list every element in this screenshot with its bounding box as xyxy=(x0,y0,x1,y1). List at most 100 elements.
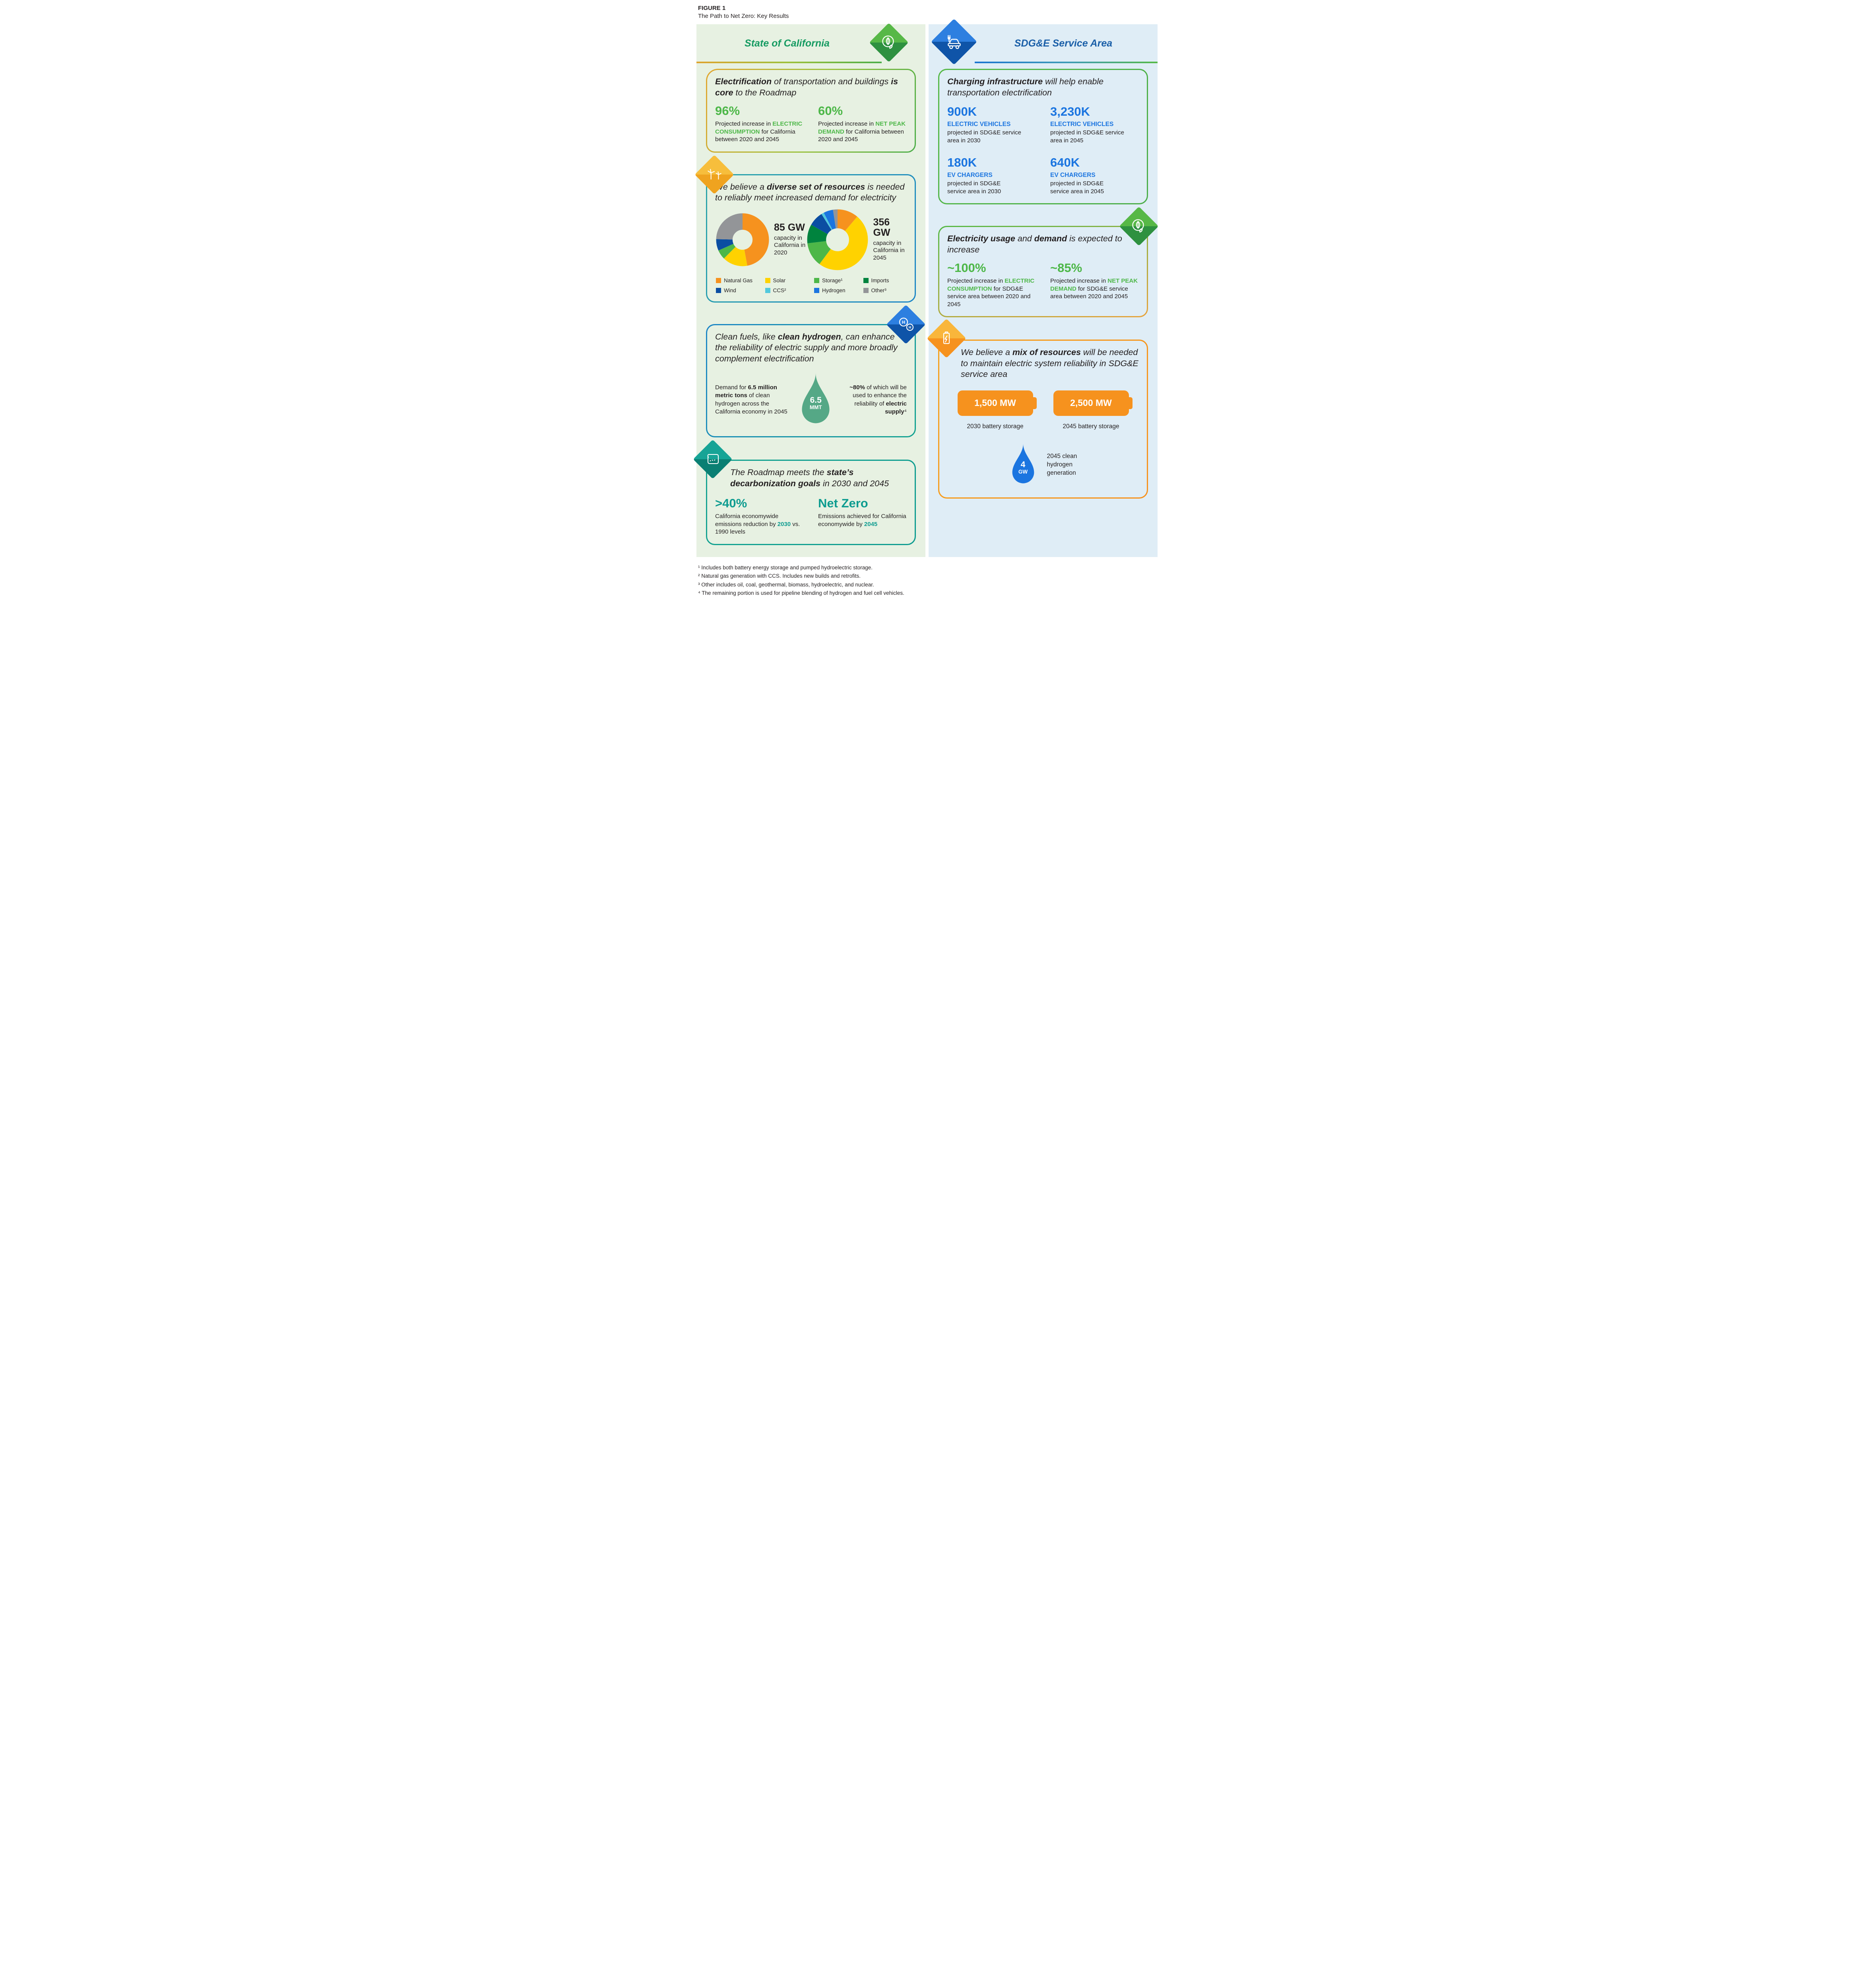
panels: State of California Electrification of t… xyxy=(693,19,1159,557)
text-segment: Projected increase in xyxy=(715,120,773,128)
battery-storage-row: 1,500 MW 2030 battery storage 2,500 MW 2… xyxy=(947,390,1139,430)
stat-desc: Projected increase in ELECTRIC CONSUMPTI… xyxy=(715,120,804,144)
legend-item: CCS² xyxy=(765,287,808,293)
leaf-icon xyxy=(1132,219,1144,233)
legend-swatch-icon xyxy=(765,278,770,283)
sdge-header-line xyxy=(975,62,1158,63)
text-segment: for California between 2020 and 2045 xyxy=(715,128,795,143)
sdge-header: SDG&E Service Area xyxy=(931,19,1158,65)
text-segment: clean hydrogen xyxy=(778,332,841,342)
text-segment: NET PEAK DEMAND xyxy=(1050,278,1138,292)
donut-caption: capacity in California in 2020 xyxy=(774,234,806,256)
text-segment: NET PEAK DEMAND xyxy=(818,120,906,135)
text-segment: Electrification xyxy=(715,77,772,86)
text-segment: for California between 2020 and 2045 xyxy=(818,128,904,143)
roadmap-heading: The Roadmap meets the state’s decarboniz… xyxy=(730,467,904,489)
stat-net-peak-demand: 60% Projected increase in NET PEAK DEMAN… xyxy=(818,105,907,144)
legend-item: Solar xyxy=(765,278,808,283)
text-segment: of clean hydrogen across the California … xyxy=(715,392,787,415)
text-segment: is core xyxy=(715,77,898,97)
legend-swatch-icon xyxy=(765,287,770,293)
stat-value: ~85% xyxy=(1050,261,1082,275)
text-segment: 2045 xyxy=(864,520,878,528)
legend-swatch-icon xyxy=(863,287,869,293)
donut-2020-labels: 85 GW capacity in California in 2020 xyxy=(774,222,807,257)
stat-label: ELECTRIC VEHICLES xyxy=(947,121,1011,128)
hydrogen-demand-text: Demand for 6.5 million metric tons of cl… xyxy=(715,384,789,416)
stat-value: 60% xyxy=(818,104,843,118)
roadmap-stats: >40% California economywide emissions re… xyxy=(715,497,907,536)
stat-label: ELECTRIC VEHICLES xyxy=(1050,121,1114,128)
clean-fuels-heading: Clean fuels, like clean hydrogen, can en… xyxy=(715,332,907,365)
battery-diamond xyxy=(927,318,966,358)
section-charging: Charging infrastructure will help enable… xyxy=(938,69,1148,204)
mix-heading: We believe a mix of resources will be ne… xyxy=(961,347,1139,380)
stat-emissions-reduction: >40% California economywide emissions re… xyxy=(715,497,804,536)
hydrogen-demand-row: Demand for 6.5 million metric tons of cl… xyxy=(715,371,907,428)
california-header-line xyxy=(696,62,882,63)
stat-value: 900K xyxy=(947,105,977,119)
donut-slice-other xyxy=(716,213,769,266)
text-segment: The Roadmap meets the xyxy=(730,468,827,478)
sdge-title: SDG&E Service Area xyxy=(1014,37,1113,49)
donut-slice-wind xyxy=(716,213,769,266)
leaf-icon xyxy=(882,35,894,49)
stat-label: EV CHARGERS xyxy=(1050,172,1096,179)
donut-value: 356 GW xyxy=(873,217,890,239)
hydrogen-droplet: 6.5 MMT xyxy=(797,371,835,428)
battery-2045-value: 2,500 MW xyxy=(1053,390,1129,416)
hydrogen-molecules-icon: H H xyxy=(899,317,914,331)
stat-value: 3,230K xyxy=(1050,105,1090,119)
droplet-icon xyxy=(1012,443,1034,483)
donut-2045-block: 356 GW capacity in California in 2045 xyxy=(807,209,906,270)
wind-diamond xyxy=(694,155,734,194)
donut-2020-block: 85 GW capacity in California in 2020 xyxy=(716,213,807,266)
roadmap-scroll-icon xyxy=(707,454,719,464)
section-resources: We believe a diverse set of resources is… xyxy=(694,155,916,303)
droplet-unit: MMT xyxy=(809,404,822,411)
battery-icon xyxy=(943,331,950,344)
droplet-value: 4 xyxy=(1020,460,1026,470)
battery-2030-block: 1,500 MW 2030 battery storage xyxy=(957,390,1033,430)
text-segment: Projected increase in xyxy=(947,278,1005,285)
donut-chart-2020 xyxy=(716,213,769,266)
text-segment: 2030 xyxy=(777,520,791,528)
california-header: State of California xyxy=(696,23,916,63)
text-segment: electric supply xyxy=(885,400,907,415)
sdge-panel: SDG&E Service Area Charging infrastructu… xyxy=(927,19,1159,557)
stat-desc: projected in SDG&E service area in 2030 xyxy=(947,180,1001,195)
legend-swatch-icon xyxy=(863,278,869,283)
stat-value: ~100% xyxy=(947,261,986,275)
text-segment: of which will be used to enhance the rel… xyxy=(853,384,907,407)
ev-diamond xyxy=(931,19,977,65)
text-segment: Projected increase in xyxy=(818,120,876,128)
section-clean-fuels: H H Clean fuels, like clean hydrogen, ca… xyxy=(706,305,926,438)
stat-chargers-2030: 180K EV CHARGERS projected in SDG&E serv… xyxy=(947,156,1036,195)
stat-ev-2030: 900K ELECTRIC VEHICLES projected in SDG&… xyxy=(947,105,1036,144)
legend-swatch-icon xyxy=(814,278,819,283)
battery-2030-caption: 2030 battery storage xyxy=(967,423,1024,430)
infographic-page: FIGURE 1 The Path to Net Zero: Key Resul… xyxy=(693,0,1159,606)
text-segment: demand xyxy=(1034,234,1067,244)
text-segment: Charging infrastructure xyxy=(947,77,1043,86)
clean-hydrogen-row: 4 GW 2045 clean hydrogen generation xyxy=(947,442,1139,488)
battery-2045-caption: 2045 battery storage xyxy=(1063,423,1119,430)
california-title: State of California xyxy=(745,37,830,49)
wind-turbine-icon xyxy=(708,169,721,180)
donut-charts: 85 GW capacity in California in 2020 356… xyxy=(715,209,907,270)
battery-2045-block: 2,500 MW 2045 battery storage xyxy=(1053,390,1129,430)
text-segment: ~80% xyxy=(849,384,865,391)
stat-desc: California economywide emissions reducti… xyxy=(715,513,804,536)
droplet-value: 6.5 xyxy=(810,396,822,405)
charging-stats: 900K ELECTRIC VEHICLES projected in SDG&… xyxy=(947,105,1139,195)
stat-sdge-peak-demand: ~85% Projected increase in NET PEAK DEMA… xyxy=(1050,262,1139,308)
chart-legend: Natural Gas Solar Storage¹ Imports Wind CCS² H… xyxy=(716,278,906,293)
legend-label: Natural Gas xyxy=(724,277,753,283)
donut-chart-svg xyxy=(716,213,769,266)
stat-value: 96% xyxy=(715,104,740,118)
legend-label: Wind xyxy=(724,287,736,293)
text-segment: will be needed to maintain electric syst… xyxy=(961,348,1138,379)
text-segment: will help enable transportation electrif… xyxy=(947,77,1104,97)
donut-chart-2045 xyxy=(807,209,868,270)
legend-swatch-icon xyxy=(716,278,721,283)
